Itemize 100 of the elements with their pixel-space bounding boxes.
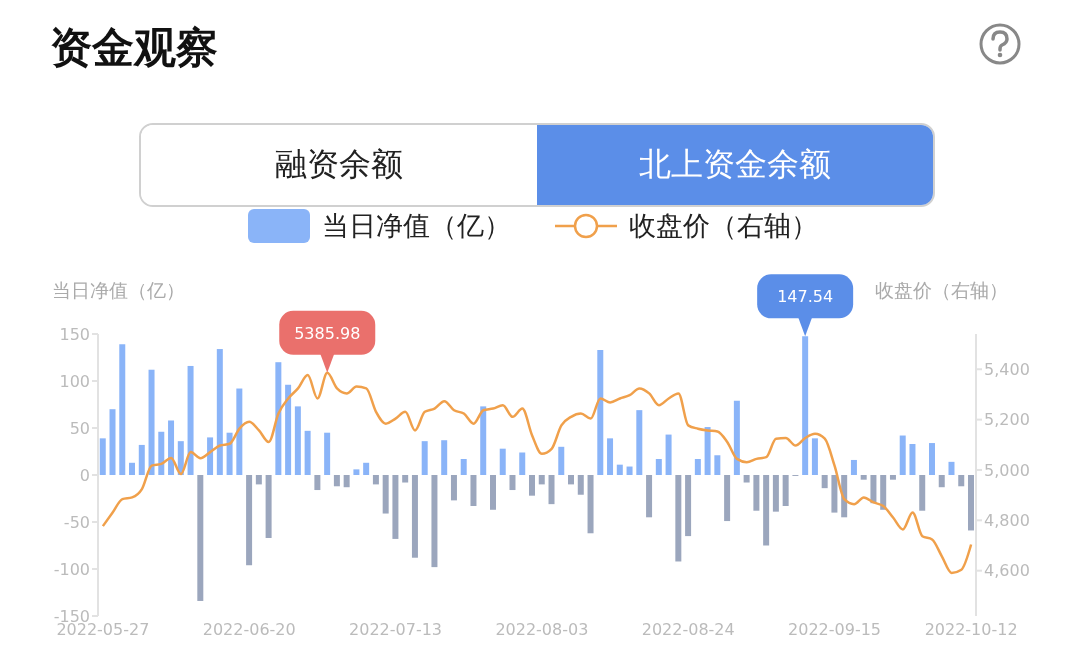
bar xyxy=(958,475,965,487)
x-tick-label: 2022-06-20 xyxy=(202,620,296,640)
bar xyxy=(285,384,292,475)
bar xyxy=(402,475,409,483)
y-tick-label: -100 xyxy=(53,559,90,579)
bar xyxy=(714,455,721,475)
bar xyxy=(421,441,428,475)
y2-tick-label: 4,800 xyxy=(984,511,1030,530)
bar xyxy=(850,459,857,475)
y-tick-label: 50 xyxy=(69,418,90,438)
bar xyxy=(148,369,155,475)
bar xyxy=(411,475,418,558)
bar xyxy=(294,406,301,475)
bar xyxy=(158,431,165,475)
bar xyxy=(538,475,545,485)
bar xyxy=(655,459,662,475)
bar xyxy=(948,461,955,475)
y2-tick-label: 4,600 xyxy=(984,561,1030,581)
bar xyxy=(899,435,906,475)
y2-tick-label: 5,000 xyxy=(984,460,1030,480)
bar xyxy=(138,444,145,475)
bar xyxy=(831,475,838,513)
bar xyxy=(392,475,399,539)
bar xyxy=(636,410,643,475)
bar xyxy=(772,475,779,512)
bar xyxy=(675,475,682,562)
bar xyxy=(489,475,496,510)
bar xyxy=(314,475,321,491)
bar xyxy=(109,409,116,475)
bar xyxy=(343,475,350,488)
bar xyxy=(919,475,926,511)
bar xyxy=(431,475,438,568)
bar xyxy=(363,462,370,475)
bar xyxy=(646,475,653,518)
x-tick-label: 2022-10-12 xyxy=(924,620,1018,640)
bar xyxy=(694,459,701,475)
bar xyxy=(255,475,262,485)
bar xyxy=(119,344,126,475)
bar xyxy=(782,475,789,507)
bar xyxy=(616,464,623,475)
bar xyxy=(470,475,477,507)
bar xyxy=(197,475,204,601)
legend-label: 收盘价（右轴） xyxy=(629,209,818,243)
bar xyxy=(168,420,175,475)
bar xyxy=(968,475,974,531)
bar xyxy=(743,475,750,483)
bar xyxy=(353,469,360,475)
bar xyxy=(821,475,828,489)
y-tick-label: 150 xyxy=(59,324,90,344)
bar xyxy=(607,438,614,475)
bar xyxy=(909,443,916,475)
y-tick-label: 100 xyxy=(59,371,90,391)
y2-tick-label: 5,400 xyxy=(984,359,1030,379)
bar xyxy=(665,434,672,475)
chart-title: 资金观察 xyxy=(50,22,218,74)
bar xyxy=(626,466,633,475)
x-tick-label: 2022-07-13 xyxy=(349,620,443,640)
bar xyxy=(811,438,818,475)
bar xyxy=(324,432,331,475)
bar xyxy=(529,475,535,496)
x-tick-label: 2022-08-24 xyxy=(641,620,735,640)
callout: 147.54 xyxy=(757,274,854,337)
bar xyxy=(304,430,311,475)
bar xyxy=(685,475,692,537)
legend-label: 当日净值（亿） xyxy=(322,209,511,243)
bar xyxy=(568,475,575,485)
bar xyxy=(207,437,214,475)
bar xyxy=(382,475,389,514)
bar xyxy=(519,452,526,475)
bar xyxy=(509,475,516,491)
bar xyxy=(216,349,223,475)
bar xyxy=(880,475,887,510)
bar xyxy=(704,427,711,475)
bar xyxy=(889,475,896,480)
bar xyxy=(733,400,740,475)
segmented-control: 融资余额 北上资金余额 xyxy=(139,123,935,207)
y-tick-label: 0 xyxy=(79,465,90,485)
bar xyxy=(753,475,760,511)
callout: 5385.98 xyxy=(279,310,376,373)
y-tick-label: -50 xyxy=(63,512,90,532)
bar xyxy=(333,475,340,487)
bar xyxy=(441,440,448,475)
data-label: 5385.98 xyxy=(294,323,361,343)
bar xyxy=(938,475,945,488)
bar xyxy=(548,475,555,505)
bar xyxy=(860,475,867,480)
bar xyxy=(99,438,106,475)
bar xyxy=(275,362,282,475)
bar xyxy=(499,448,506,475)
bar xyxy=(577,475,584,495)
y2-tick-label: 5,200 xyxy=(984,410,1030,430)
x-tick-label: 2022-09-15 xyxy=(788,620,882,640)
x-tick-label: 2022-08-03 xyxy=(495,620,589,640)
bar xyxy=(928,443,935,475)
bar xyxy=(246,475,253,566)
bar xyxy=(450,475,457,501)
bar xyxy=(480,406,487,475)
bar xyxy=(129,462,136,475)
y2-axis-title: 收盘价（右轴） xyxy=(875,278,1008,303)
bar xyxy=(587,475,594,534)
